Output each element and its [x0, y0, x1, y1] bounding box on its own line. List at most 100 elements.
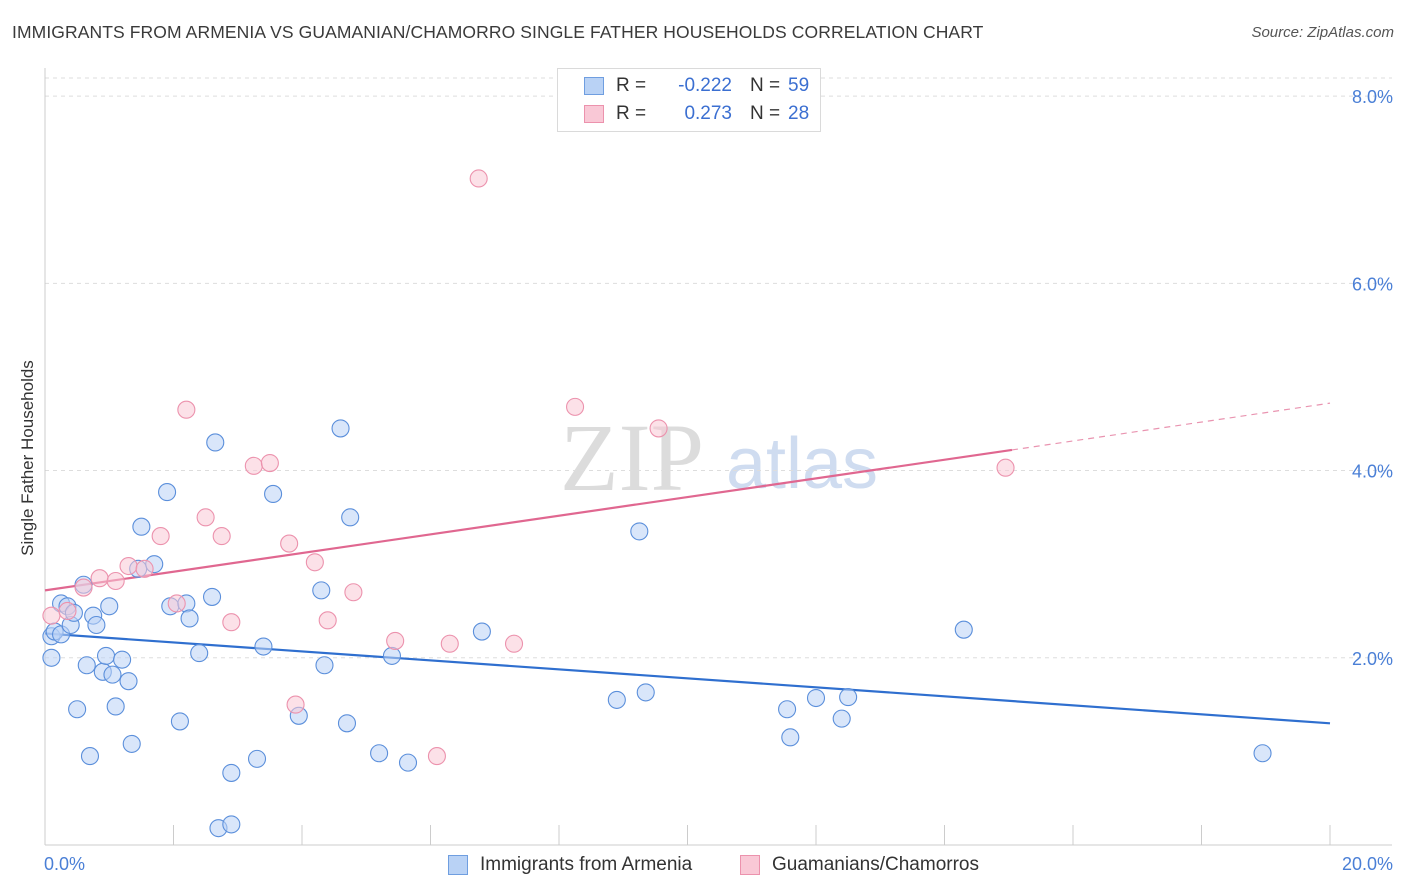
- point-guamanian: [286, 695, 305, 714]
- point-armenia: [106, 697, 125, 716]
- y-tick-label: 6.0%: [1352, 274, 1393, 294]
- point-guamanian: [386, 631, 405, 650]
- point-armenia: [264, 484, 283, 503]
- point-armenia: [337, 714, 357, 733]
- point-guamanian: [196, 508, 215, 527]
- point-armenia: [96, 646, 116, 665]
- legend-row-guamanian: R = 0.273 N = 28: [584, 101, 809, 127]
- legend-r-label: R =: [616, 75, 647, 96]
- point-guamanian: [177, 400, 196, 419]
- source-label: Source: ZipAtlas.com: [1251, 24, 1394, 41]
- point-guamanian: [649, 419, 668, 438]
- point-armenia: [77, 656, 96, 675]
- legend-row-armenia: R = -0.222 N = 59: [584, 73, 809, 99]
- point-armenia: [398, 753, 418, 772]
- legend-label-armenia: Immigrants from Armenia: [480, 854, 693, 875]
- watermark-zip: ZIP: [560, 404, 704, 511]
- point-guamanian: [427, 747, 446, 766]
- trend-line-armenia: [44, 632, 1331, 725]
- point-guamanian: [280, 534, 299, 553]
- point-guamanian: [106, 571, 125, 591]
- point-armenia: [80, 747, 100, 766]
- point-armenia: [206, 433, 225, 452]
- point-armenia: [100, 597, 119, 616]
- point-armenia: [119, 672, 138, 691]
- point-armenia: [331, 419, 350, 438]
- legend-item-armenia[interactable]: Immigrants from Armenia: [448, 852, 692, 878]
- legend-r-value: 0.273: [684, 103, 732, 124]
- trend-line-extension: [1011, 402, 1331, 451]
- point-armenia: [472, 622, 491, 641]
- legend-r-label: R =: [616, 103, 647, 124]
- point-guamanian: [42, 606, 61, 625]
- point-guamanian: [58, 601, 77, 621]
- x-tick-label: 0.0%: [44, 854, 85, 874]
- point-armenia: [630, 522, 649, 541]
- point-armenia: [203, 587, 222, 606]
- point-armenia: [132, 517, 151, 536]
- point-guamanian: [469, 169, 488, 188]
- axes: [44, 68, 1392, 846]
- point-armenia: [87, 615, 106, 635]
- point-guamanian: [305, 553, 324, 572]
- legend-swatch-armenia: [584, 77, 604, 95]
- point-guamanian: [260, 454, 279, 473]
- point-guamanian: [212, 527, 231, 546]
- point-armenia: [636, 683, 655, 702]
- y-tick-label: 4.0%: [1352, 462, 1393, 482]
- grid-lines: [45, 77, 1392, 659]
- legend-n-label: N =: [750, 103, 781, 124]
- point-armenia: [180, 609, 199, 628]
- point-armenia: [832, 709, 851, 728]
- tick-labels: 2.0% 4.0% 6.0% 8.0% 0.0% 20.0%: [44, 87, 1393, 874]
- point-armenia: [190, 644, 209, 663]
- y-tick-label: 8.0%: [1352, 87, 1393, 107]
- point-armenia: [42, 648, 61, 667]
- legend-swatch-guamanian: [740, 855, 760, 875]
- point-armenia: [170, 712, 189, 731]
- point-guamanian: [151, 527, 170, 546]
- point-armenia: [370, 744, 389, 763]
- point-armenia: [247, 749, 267, 768]
- trend-line-guamanian: [44, 448, 1013, 592]
- y-axis-label: Single Father Households: [18, 360, 37, 556]
- y-tick-label: 2.0%: [1352, 649, 1393, 669]
- x-tick-label: 20.0%: [1342, 854, 1393, 874]
- point-armenia: [103, 665, 122, 684]
- point-guamanian: [440, 634, 459, 653]
- point-armenia: [222, 763, 241, 782]
- point-armenia: [607, 690, 626, 709]
- point-guamanian: [74, 578, 93, 597]
- legend-n-label: N =: [750, 75, 781, 96]
- data-points: [42, 169, 1272, 838]
- stats-legend: R = -0.222 N = 59 R = 0.273 N = 28: [557, 68, 821, 132]
- point-armenia: [222, 815, 241, 834]
- point-guamanian: [996, 458, 1015, 477]
- legend-n-value: 28: [788, 103, 810, 124]
- watermark-atlas: atlas: [726, 424, 878, 504]
- point-guamanian: [119, 556, 138, 576]
- point-guamanian: [504, 634, 524, 653]
- point-armenia: [839, 688, 858, 707]
- point-guamanian: [244, 456, 263, 475]
- point-armenia: [158, 483, 177, 502]
- point-guamanian: [318, 611, 337, 630]
- point-guamanian: [167, 594, 186, 613]
- point-armenia: [806, 688, 826, 708]
- chart-title: IMMIGRANTS FROM ARMENIA VS GUAMANIAN/CHA…: [12, 22, 984, 42]
- point-guamanian: [222, 613, 241, 632]
- point-armenia: [113, 650, 132, 669]
- point-guamanian: [566, 397, 585, 416]
- legend-item-guamanian[interactable]: Guamanians/Chamorros: [740, 852, 979, 878]
- point-guamanian: [344, 583, 363, 602]
- legend-label-guamanian: Guamanians/Chamorros: [772, 854, 979, 875]
- point-armenia: [341, 508, 360, 527]
- point-armenia: [312, 581, 331, 600]
- point-armenia: [315, 656, 334, 675]
- point-guamanian: [135, 559, 154, 578]
- point-armenia: [954, 620, 973, 639]
- legend-swatch-guamanian: [584, 105, 604, 123]
- point-armenia: [1253, 744, 1272, 763]
- legend-r-value: -0.222: [678, 75, 732, 96]
